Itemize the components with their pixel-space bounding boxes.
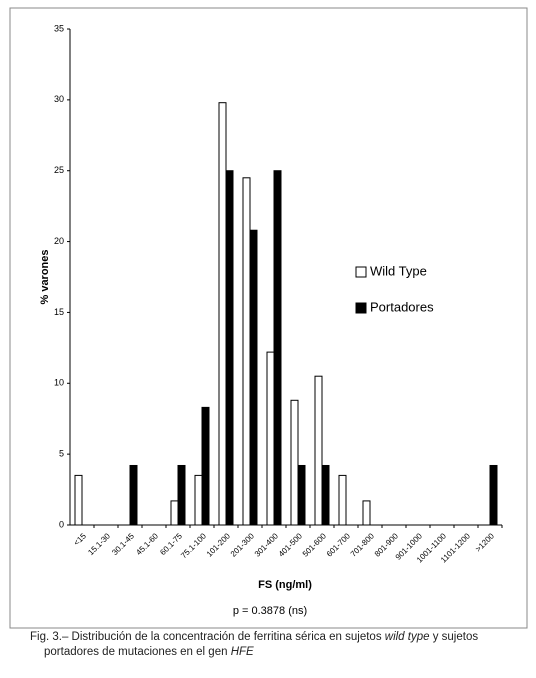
bar bbox=[314, 375, 323, 526]
x-tick-label: 701-800 bbox=[349, 531, 377, 559]
bar bbox=[489, 464, 498, 526]
y-tick-label: 0 bbox=[59, 519, 64, 529]
chart: % varones FS (ng/ml) p = 0.3878 (ns) 0 5 1… bbox=[9, 7, 528, 629]
x-tick-label: 45.1-60 bbox=[134, 531, 160, 557]
bar bbox=[218, 102, 227, 526]
caption-text: y sujetos portadores de mutaciones en el… bbox=[44, 631, 479, 658]
bar bbox=[177, 464, 186, 526]
x-tick-label: 15.1-30 bbox=[86, 531, 112, 557]
y-tick-label: 25 bbox=[54, 165, 64, 175]
bar bbox=[201, 406, 210, 526]
bar bbox=[297, 464, 306, 526]
y-tick-label: 35 bbox=[54, 23, 64, 33]
x-tick-label: 501-600 bbox=[301, 531, 329, 559]
frame bbox=[9, 7, 528, 629]
bar bbox=[362, 500, 371, 526]
bar bbox=[129, 464, 138, 526]
x-tick-label: 201-300 bbox=[229, 531, 257, 559]
x-tick-label: <15 bbox=[72, 531, 88, 547]
x-axis-label: FS (ng/ml) bbox=[258, 579, 312, 591]
x-tick-label: 401-500 bbox=[277, 531, 305, 559]
bar bbox=[321, 464, 330, 526]
bar bbox=[242, 177, 251, 526]
y-tick-label: 5 bbox=[59, 449, 64, 459]
bar bbox=[170, 500, 179, 526]
bar bbox=[338, 474, 347, 526]
x-tick-label: 75.1-100 bbox=[179, 531, 208, 560]
caption-text: Fig. 3.– Distribución de la concentració… bbox=[30, 631, 385, 643]
caption: Fig. 3.– Distribución de la concentració… bbox=[30, 630, 530, 660]
bar bbox=[74, 474, 83, 526]
legend-swatch bbox=[355, 266, 367, 278]
y-tick-label: 15 bbox=[54, 307, 64, 317]
legend-label: Portadores bbox=[370, 299, 434, 314]
x-tick-label: 101-200 bbox=[205, 531, 233, 559]
x-tick-label: >1200 bbox=[474, 531, 497, 554]
bar bbox=[273, 170, 282, 526]
bar bbox=[290, 399, 299, 526]
x-tick-label: 601-700 bbox=[325, 531, 353, 559]
x-tick-label: 301-400 bbox=[253, 531, 281, 559]
bar bbox=[266, 351, 275, 526]
bar bbox=[194, 474, 203, 526]
y-tick-label: 20 bbox=[54, 236, 64, 246]
legend-swatch bbox=[355, 302, 367, 314]
bar bbox=[225, 170, 234, 526]
caption-text: HFE bbox=[230, 646, 254, 658]
y-tick-label: 30 bbox=[54, 94, 64, 104]
y-axis-label: % varones bbox=[39, 249, 51, 304]
annotation: p = 0.3878 (ns) bbox=[233, 605, 307, 617]
y-tick-label: 10 bbox=[54, 378, 64, 388]
x-tick-label: 30.1-45 bbox=[110, 531, 136, 557]
legend-label: Wild Type bbox=[370, 263, 427, 278]
bar bbox=[249, 229, 258, 526]
caption-text: wild type bbox=[384, 631, 430, 643]
